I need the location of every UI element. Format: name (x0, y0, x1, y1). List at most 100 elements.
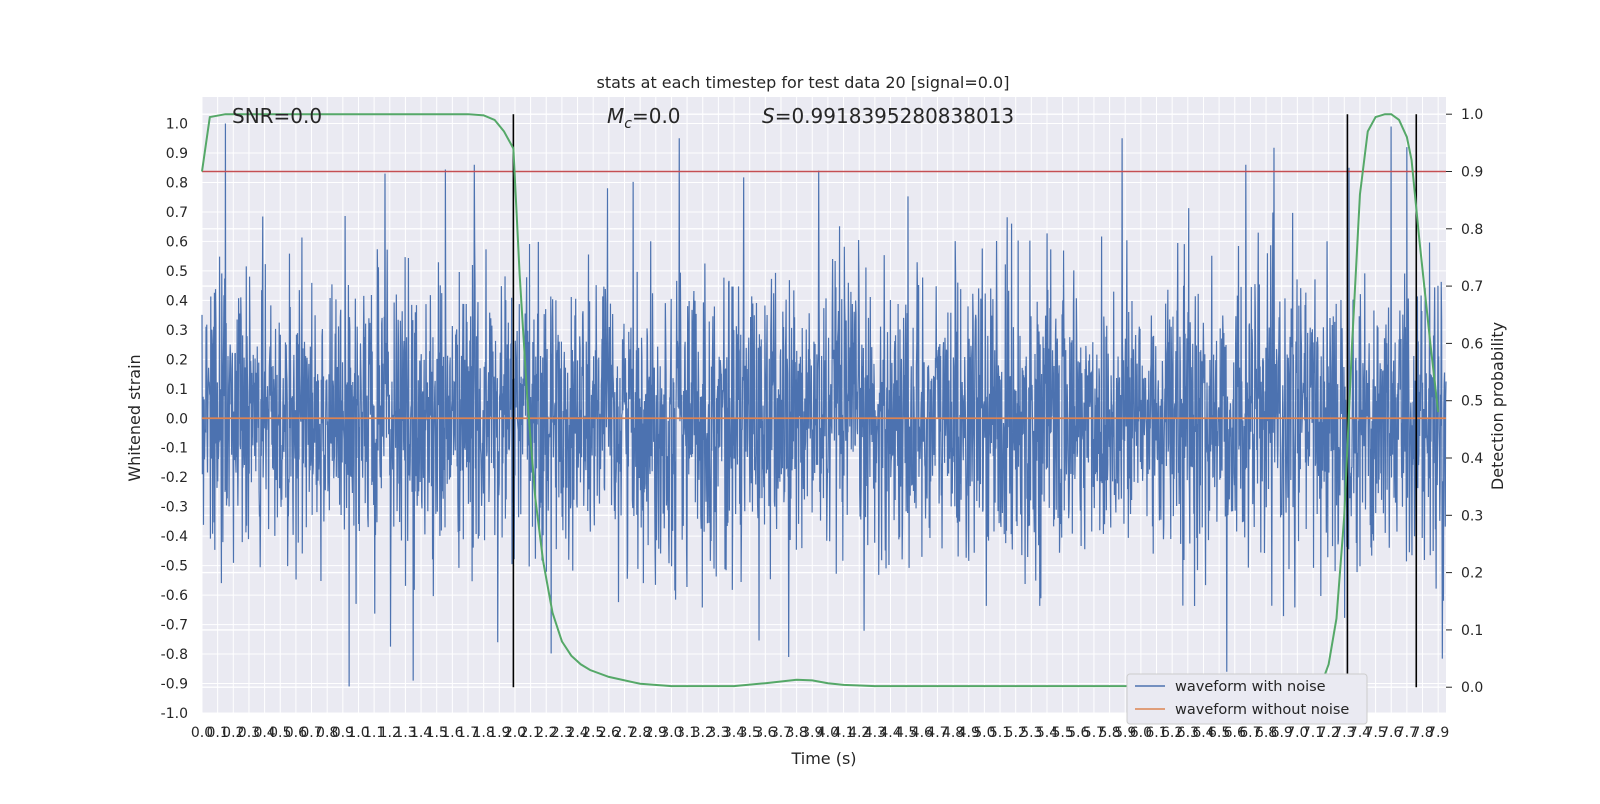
legend-label-noise: waveform with noise (1175, 679, 1326, 695)
x-tick-label: 6.0 (1130, 725, 1152, 741)
x-tick-label: 2.6 (598, 725, 620, 741)
y2-tick-label: 0.0 (1461, 680, 1483, 696)
y-tick-label: 0.2 (166, 352, 188, 368)
x-tick-label: 6.6 (1224, 725, 1246, 741)
x-tick-label: 1.5 (426, 725, 448, 741)
x-tick-label: 7.9 (1427, 725, 1449, 741)
x-tick-label: 5.4 (1036, 725, 1058, 741)
legend-label-clean: waveform without noise (1175, 702, 1349, 718)
x-tick-label: 4.6 (911, 725, 933, 741)
x-tick-label: 1.2 (379, 725, 401, 741)
y2-tick-label: 0.6 (1461, 336, 1483, 352)
y-tick-label: -0.3 (161, 500, 188, 516)
y2-tick-label: 0.9 (1461, 164, 1483, 180)
x-tick-label: 6.2 (1161, 725, 1183, 741)
x-tick-label: 5.9 (1114, 725, 1136, 741)
x-tick-label: 3.4 (723, 725, 745, 741)
y-tick-label: 0.5 (166, 264, 188, 280)
x-tick-label: 6.7 (1239, 725, 1261, 741)
y-tick-label: 0.6 (166, 234, 188, 250)
x-tick-label: 0.6 (285, 725, 307, 741)
snr-annotation: SNR=0.0 (232, 104, 322, 128)
x-tick-label: 1.3 (394, 725, 416, 741)
x-tick-label: 5.2 (1005, 725, 1027, 741)
x-tick-label: 5.6 (1067, 725, 1089, 741)
y-tick-label: -0.5 (161, 559, 188, 575)
s-annotation: S=0.9918395280838013 (762, 104, 1014, 128)
x-tick-label: 4.3 (864, 725, 886, 741)
y-tick-label: 0.8 (166, 175, 188, 191)
y-tick-label: -0.8 (161, 647, 188, 663)
x-tick-label: 7.4 (1349, 725, 1371, 741)
x-tick-label: 3.0 (660, 725, 682, 741)
y-tick-label: 0.4 (166, 293, 188, 309)
x-tick-label: 0.8 (316, 725, 338, 741)
x-tick-label: 4.2 (848, 725, 870, 741)
series-waveform-with-noise (201, 123, 1447, 687)
x-tick-label: 4.1 (832, 725, 854, 741)
y-tick-label: 0.7 (166, 205, 188, 221)
legend-box (1126, 673, 1368, 725)
x-tick-label: 7.7 (1396, 725, 1418, 741)
x-tick-label: 7.0 (1286, 725, 1308, 741)
x-tick-label: 2.9 (645, 725, 667, 741)
x-tick-label: 2.3 (551, 725, 573, 741)
y2-tick-label: 0.4 (1461, 451, 1483, 467)
y-axis-label: Whitened strain (125, 354, 144, 481)
x-tick-label: 4.5 (895, 725, 917, 741)
y-tick-label: 0.1 (166, 382, 188, 398)
x-tick-label: 0.7 (300, 725, 322, 741)
x-tick-label: 4.9 (958, 725, 980, 741)
x-tick-label: 3.7 (770, 725, 792, 741)
x-tick-label: 7.8 (1411, 725, 1433, 741)
x-tick-label: 1.0 (347, 725, 369, 741)
x-tick-label: 5.3 (1020, 725, 1042, 741)
x-tick-label: 0.2 (222, 725, 244, 741)
x-tick-label: 0.0 (191, 725, 213, 741)
x-tick-label: 6.9 (1271, 725, 1293, 741)
x-tick-label: 3.2 (692, 725, 714, 741)
x-tick-label: 3.1 (676, 725, 698, 741)
y-tick-label: -0.2 (161, 470, 188, 486)
x-tick-label: 7.2 (1318, 725, 1340, 741)
x-tick-label: 2.4 (566, 725, 588, 741)
x-axis-label: Time (s) (790, 749, 856, 768)
x-tick-label: 3.9 (801, 725, 823, 741)
x-tick-label: 4.0 (817, 725, 839, 741)
x-tick-label: 3.8 (785, 725, 807, 741)
x-tick-label: 0.4 (253, 725, 275, 741)
x-tick-label: 0.3 (238, 725, 260, 741)
y-tick-label: 0.0 (166, 411, 188, 427)
x-tick-label: 0.5 (269, 725, 291, 741)
y2-tick-label: 0.2 (1461, 566, 1483, 582)
x-tick-label: 7.3 (1333, 725, 1355, 741)
x-tick-label: 0.1 (207, 725, 229, 741)
y2-tick-label: 0.7 (1461, 279, 1483, 295)
x-tick-label: 2.0 (504, 725, 526, 741)
y-tick-label: -0.6 (161, 588, 188, 604)
x-tick-label: 1.4 (410, 725, 432, 741)
x-tick-label: 3.5 (739, 725, 761, 741)
x-tick-label: 7.5 (1364, 725, 1386, 741)
x-tick-label: 7.6 (1380, 725, 1402, 741)
x-tick-label: 5.0 (973, 725, 995, 741)
x-tick-label: 5.8 (1098, 725, 1120, 741)
y-tick-label: 0.9 (166, 146, 188, 162)
y-tick-label: -0.1 (161, 441, 188, 457)
y-tick-label: 0.3 (166, 323, 188, 339)
x-tick-label: 6.5 (1208, 725, 1230, 741)
y-tick-label: -0.9 (161, 677, 188, 693)
x-tick-label: 6.8 (1255, 725, 1277, 741)
y2-tick-label: 0.5 (1461, 394, 1483, 410)
x-tick-label: 4.7 (926, 725, 948, 741)
x-tick-label: 5.1 (989, 725, 1011, 741)
x-tick-label: 6.1 (1145, 725, 1167, 741)
y2-tick-label: 0.8 (1461, 222, 1483, 238)
x-tick-label: 1.9 (488, 725, 510, 741)
x-tick-label: 5.7 (1083, 725, 1105, 741)
x-tick-label: 4.4 (879, 725, 901, 741)
x-tick-label: 5.5 (1051, 725, 1073, 741)
y2-axis-label: Detection probability (1488, 322, 1507, 490)
